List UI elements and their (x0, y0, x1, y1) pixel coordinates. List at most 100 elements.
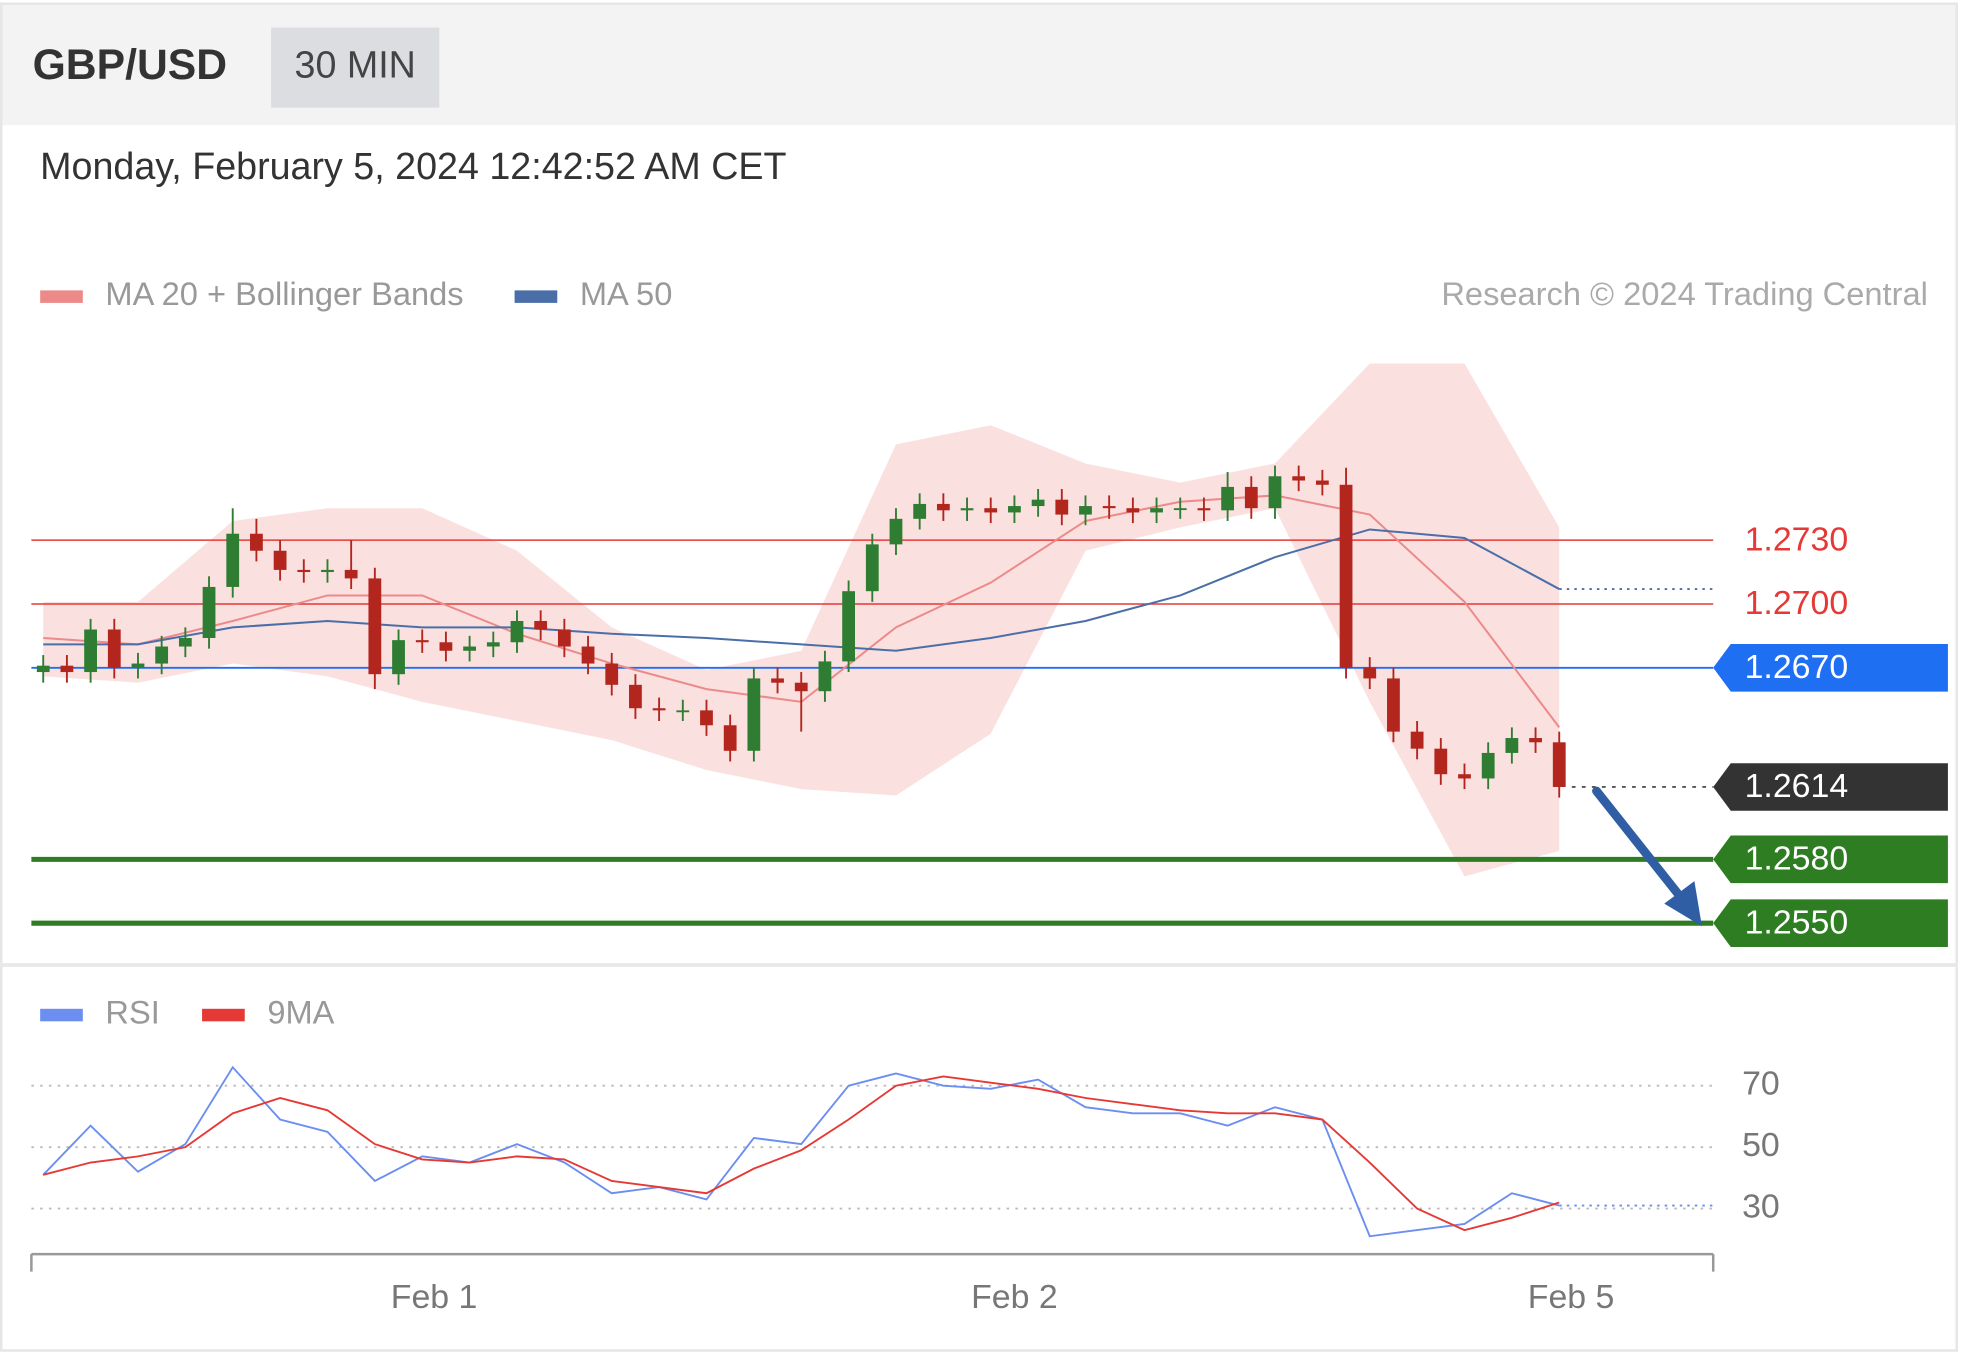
candle-body (178, 638, 192, 647)
level-label: 1.2580 (1745, 840, 1849, 878)
candle-body (913, 503, 927, 519)
legend-swatch (202, 1008, 245, 1022)
level-label: 1.2730 (1745, 520, 1849, 558)
candle-body (605, 663, 619, 685)
timeframe-box[interactable] (271, 27, 440, 108)
candle-body (629, 684, 642, 709)
x-tick-label: Feb 5 (1528, 1278, 1615, 1316)
candle-body (1197, 508, 1211, 511)
candle-body (1292, 476, 1306, 481)
x-tick-label: Feb 1 (391, 1278, 478, 1316)
candle-body (1244, 486, 1258, 509)
legend-label: MA 50 (580, 276, 672, 312)
candle-body (155, 646, 169, 664)
level-tag (1713, 644, 1948, 692)
candle-body (510, 620, 524, 643)
candle-body (842, 591, 856, 662)
candle-body (486, 642, 500, 647)
candle-body (700, 710, 713, 726)
candle-body (1505, 738, 1519, 753)
legend-label: 9MA (267, 995, 334, 1031)
level-label: 1.2670 (1745, 648, 1849, 686)
legend-swatch (40, 1008, 83, 1022)
candle-body (1102, 506, 1116, 509)
candle-body (865, 544, 879, 592)
level-label: 1.2614 (1745, 767, 1849, 805)
candle-body (392, 640, 405, 675)
candle-body (297, 569, 311, 573)
candle-body (344, 569, 358, 579)
candle-body (321, 569, 334, 573)
candle-body (652, 708, 666, 711)
candle-body (1481, 752, 1495, 779)
candle-body (1173, 508, 1187, 511)
candle-body (1529, 738, 1542, 743)
candle-body (581, 646, 595, 664)
candle-body (60, 665, 74, 673)
candle-body (36, 665, 50, 673)
candle-body (84, 629, 97, 673)
candle-body (368, 578, 382, 675)
candle-body (1387, 678, 1400, 732)
candle-body (1031, 499, 1045, 507)
candle-body (1150, 508, 1163, 513)
level-label: 1.2700 (1745, 584, 1849, 622)
legend-swatch (514, 290, 558, 303)
legend-label: MA 20 + Bollinger Bands (105, 276, 463, 312)
symbol: GBP/USD (33, 41, 227, 89)
candle-body (676, 710, 690, 713)
rsi-line (42, 1065, 1560, 1238)
level-tag (1713, 763, 1948, 811)
candle-body (250, 533, 263, 551)
candle-body (557, 629, 571, 647)
candle-body (1552, 742, 1566, 787)
timeframe[interactable]: 30 MIN (295, 44, 416, 86)
candle-body (723, 725, 737, 751)
candle-body (1268, 476, 1282, 509)
candle-body (960, 508, 974, 511)
legend-label: RSI (105, 995, 159, 1031)
candle-body (1339, 484, 1353, 668)
rsi-tick-label: 50 (1742, 1126, 1780, 1164)
candle-body (1434, 748, 1448, 775)
rsi-line (42, 1075, 1560, 1232)
candle-body (273, 550, 287, 570)
rsi-tick-label: 70 (1742, 1065, 1780, 1103)
candle-body (1079, 506, 1092, 515)
candle-body (747, 678, 761, 751)
candle-body (202, 586, 216, 639)
candle-body (415, 640, 429, 643)
candle-body (794, 682, 808, 692)
level-label: 1.2550 (1745, 903, 1849, 941)
source: Research © 2024 Trading Central (1441, 276, 1927, 312)
candle-body (889, 518, 903, 545)
timestamp: Monday, February 5, 2024 12:42:52 AM CET (40, 145, 786, 187)
candle-body (107, 629, 121, 668)
candle-body (1315, 480, 1329, 485)
candle-body (463, 646, 476, 651)
rsi-tick-label: 30 (1742, 1188, 1780, 1226)
level-tag (1713, 899, 1948, 947)
forecast-arrow (1592, 786, 1687, 904)
candle-body (771, 678, 784, 683)
candle-body (818, 661, 832, 692)
candle-body (131, 663, 145, 668)
candle-body (439, 642, 453, 651)
candle-body (1008, 506, 1021, 513)
ma50-line (43, 528, 1560, 652)
x-tick-label: Feb 2 (971, 1278, 1058, 1316)
candle-body (534, 620, 548, 630)
bollinger-band (43, 363, 1560, 877)
candle-body (1363, 667, 1377, 679)
legend-swatch (40, 290, 83, 303)
candle-body (226, 533, 240, 587)
candle-body (1055, 499, 1069, 515)
candle-body (1221, 486, 1235, 511)
candle-body (1410, 731, 1424, 749)
plot: MA 20 + Bollinger Bands MA 50 RSI 9MA 1.2730… (31, 276, 1948, 1316)
candle-body (984, 508, 998, 513)
candle-body (1458, 774, 1471, 779)
